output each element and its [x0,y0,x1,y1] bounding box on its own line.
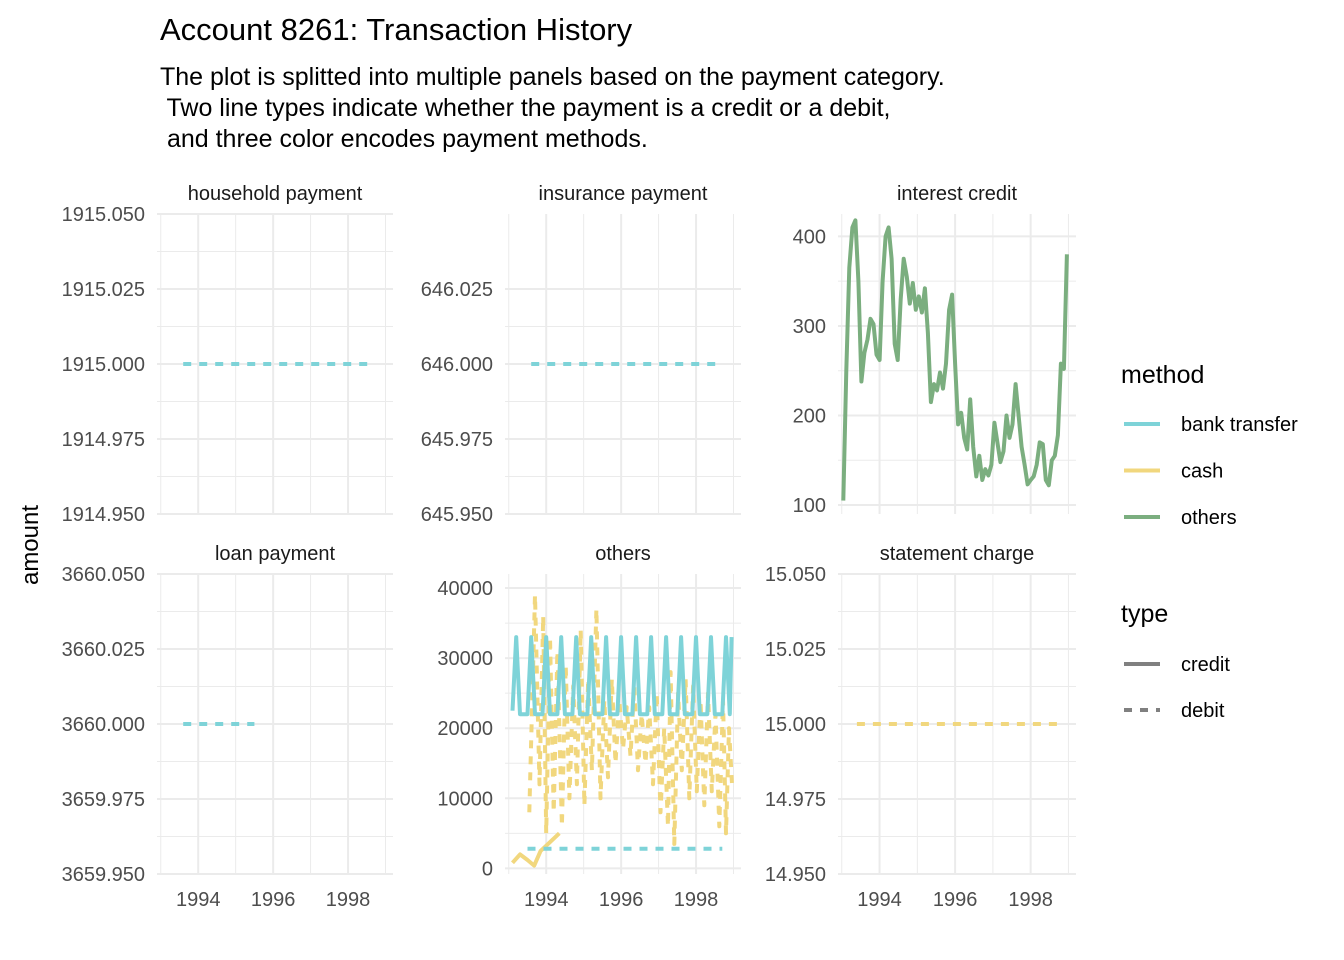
legend-label: debit [1181,700,1225,722]
legend-label: others [1181,507,1237,529]
y-tick-label: 40000 [437,578,493,600]
panel-loan-payment: 3659.950 3659.975 3660.000 3660.025 3660.050… [62,543,393,911]
panels: 1914.950 1914.975 1915.000 1915.025 1915.050… [62,183,1076,911]
y-tick-label: 200 [793,405,826,427]
y-tick-label: 30000 [437,648,493,670]
panel-strip-label: others [595,543,651,565]
panel-strip-label: insurance payment [539,183,708,205]
y-tick-label: 14.950 [765,864,826,886]
y-tick-label: 20000 [437,718,493,740]
y-tick-label: 15.025 [765,639,826,661]
y-tick-label: 0 [482,858,493,880]
panel-household-payment: 1914.950 1914.975 1915.000 1915.025 1915.050… [62,183,393,526]
y-tick-label: 3660.025 [62,639,145,661]
y-tick-label: 1915.025 [62,279,145,301]
y-tick-label: 3659.950 [62,864,145,886]
x-tick-label: 1998 [1008,889,1053,911]
y-tick-label: 1915.000 [62,354,145,376]
y-tick-label: 100 [793,495,826,517]
y-axis-label: amount [17,505,44,585]
chart-title: Account 8261: Transaction History [160,12,633,47]
y-tick-label: 645.950 [421,504,493,526]
y-tick-label: 1914.950 [62,504,145,526]
legend-label: cash [1181,461,1223,483]
series-line-cash-credit [511,831,561,868]
subtitle-line-3: and three color encodes payment methods. [160,125,648,153]
y-tick-label: 15.050 [765,564,826,586]
x-tick-label: 1994 [857,889,902,911]
x-tick-label: 1994 [524,889,569,911]
y-tick-label: 300 [793,316,826,338]
x-tick-label: 1996 [599,889,644,911]
y-tick-label: 646.000 [421,354,493,376]
panel-strip-label: statement charge [880,543,1035,565]
y-tick-label: 3659.975 [62,789,145,811]
y-tick-label: 1914.975 [62,429,145,451]
subtitle-line-2: Two line types indicate whether the paym… [160,94,891,122]
panel-interest-credit: 100 200 300 400 interest credit [793,183,1076,517]
x-tick-label: 1994 [176,889,221,911]
y-tick-label: 400 [793,226,826,248]
legend-label: credit [1181,654,1230,676]
subtitle-line-1: The plot is splitted into multiple panel… [160,63,945,91]
x-tick-label: 1998 [326,889,371,911]
legend-title-method: method [1121,361,1204,389]
legend-title-type: type [1121,600,1168,628]
panel-strip-label: loan payment [215,543,336,565]
y-tick-label: 1915.050 [62,204,145,226]
y-tick-label: 14.975 [765,789,826,811]
y-tick-label: 646.025 [421,279,493,301]
x-tick-label: 1996 [251,889,296,911]
y-tick-label: 15.000 [765,714,826,736]
y-tick-label: 645.975 [421,429,493,451]
legend: method bank transfer cash others type credit d… [1121,361,1298,722]
legend-label: bank transfer [1181,414,1298,436]
y-tick-label: 3660.050 [62,564,145,586]
y-tick-label: 10000 [437,788,493,810]
y-tick-label: 3660.000 [62,714,145,736]
panel-strip-label: household payment [188,183,363,205]
x-tick-label: 1996 [933,889,978,911]
x-tick-label: 1998 [674,889,719,911]
panel-statement-charge: 14.950 14.975 15.000 15.025 15.050 1994 1996 19… [765,543,1076,911]
series-line-cash-debit [527,593,734,846]
series-line-others-credit [841,218,1069,501]
chart-subtitle: The plot is splitted into multiple panel… [160,62,945,155]
panel-insurance-payment: 645.950 645.975 646.000 646.025 insurance pa… [421,183,741,526]
series-line-bank-transfer-credit [510,635,734,717]
panel-others: 0 10000 20000 30000 40000 1994 1996 1998 others [437,543,741,911]
panel-strip-label: interest credit [897,183,1017,205]
